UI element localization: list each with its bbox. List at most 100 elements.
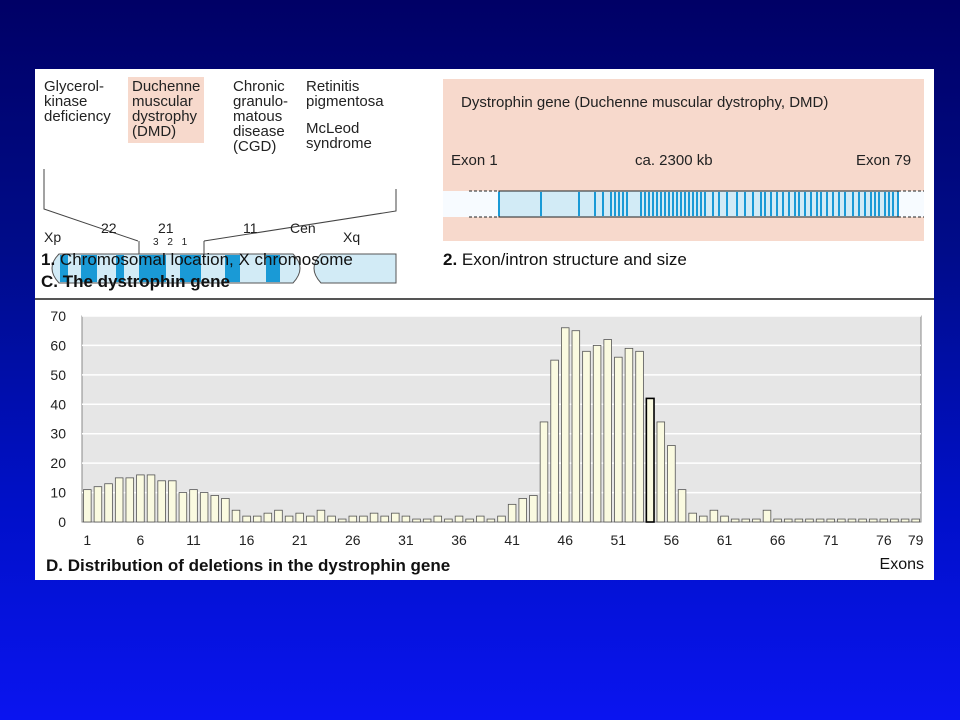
- bar-exon-25: [337, 518, 347, 523]
- bar-exon-13: [210, 495, 219, 523]
- bar-exon-73: [847, 518, 857, 523]
- region-mcleod: McLeod syndrome: [306, 120, 372, 152]
- bar-exon-65: [762, 509, 772, 523]
- x-tick-label: 71: [823, 532, 839, 548]
- bar-exon-5: [125, 477, 135, 523]
- bar-exon-24: [327, 515, 336, 523]
- bar-exon-64: [752, 518, 761, 523]
- bar-exon-19: [274, 509, 283, 523]
- bar-exon-48: [582, 350, 591, 523]
- x-tick-label: 1: [83, 532, 91, 548]
- chromosome-panel-label: 1. Chromosomal location, X chromosome: [41, 250, 353, 269]
- bar-exon-68: [794, 518, 804, 523]
- x-tick-label: 11: [186, 532, 201, 548]
- dystrophin-gene-section: Glycerol- kinase deficiency Duchenne mus…: [35, 69, 934, 298]
- plot-area: [81, 315, 922, 523]
- bar-exon-26: [348, 515, 358, 523]
- exon-lines: [498, 192, 899, 216]
- bar-exon-57: [677, 489, 687, 523]
- bar-exon-10: [178, 492, 188, 523]
- bar-exon-56: [667, 445, 676, 523]
- bar-exon-61: [720, 515, 729, 523]
- x-tick-label: 26: [345, 532, 361, 548]
- region-retinitis: Retinitis pigmentosa: [306, 78, 384, 110]
- bar-exon-23: [316, 509, 326, 523]
- bar-exon-69: [805, 518, 814, 523]
- y-tick-label: 20: [50, 455, 66, 471]
- bar-exon-45: [550, 359, 559, 523]
- region-dmd: Duchenne muscular dystrophy (DMD): [128, 77, 205, 143]
- y-tick-label: 70: [50, 308, 66, 324]
- bar-exon-62: [730, 518, 740, 523]
- bar-exon-14: [221, 498, 230, 523]
- bar-exon-76: [879, 518, 889, 523]
- band-p21-2: [139, 255, 166, 282]
- bar-exon-55: [656, 421, 666, 523]
- y-tick-label: 40: [50, 396, 66, 412]
- bar-exon-71: [826, 518, 835, 523]
- x-tick-label: 41: [504, 532, 520, 548]
- exon-start-label: Exon 1: [451, 152, 498, 169]
- bar-exon-53: [635, 350, 644, 523]
- bar-exon-18: [263, 512, 273, 523]
- y-tick-label: 0: [58, 514, 66, 530]
- bar-exon-40: [497, 515, 506, 523]
- band-p11-4: [225, 255, 240, 282]
- region-glycerol-kinase: Glycerol- kinase deficiency: [44, 78, 111, 125]
- bar-exon-38: [476, 515, 485, 523]
- section-c-label: C. The dystrophin gene: [41, 272, 230, 291]
- bar-exon-75: [868, 518, 878, 523]
- bar-exon-1: [83, 489, 92, 523]
- bar-exon-11: [189, 489, 198, 523]
- bar-exon-6: [136, 474, 145, 523]
- x-tick-label: 61: [717, 532, 733, 548]
- bar-exon-33: [422, 518, 432, 523]
- x-tick-label: 56: [664, 532, 680, 548]
- x-axis-label: Exons: [879, 556, 924, 573]
- figure-panel: Glycerol- kinase deficiency Duchenne mus…: [35, 69, 934, 580]
- band-p11-2: [266, 255, 280, 282]
- x-tick-label: 16: [239, 532, 255, 548]
- bar-exon-30: [391, 512, 400, 523]
- bar-exon-7: [146, 474, 156, 523]
- bar-exon-49: [592, 345, 602, 523]
- x-tick-label: 31: [398, 532, 414, 548]
- bar-exon-50: [603, 339, 612, 523]
- bar-exon-15: [231, 509, 241, 523]
- bar-exon-39: [486, 518, 496, 523]
- bar-exon-36: [454, 515, 464, 523]
- region-cgd: Chronic granulo- matous disease (CGD): [233, 78, 289, 155]
- bar-exon-66: [773, 518, 782, 523]
- bar-exon-28: [369, 512, 379, 523]
- bar-exon-63: [741, 518, 750, 523]
- bar-exon-20: [284, 515, 294, 523]
- bar-exon-42: [518, 498, 527, 523]
- bar-exon-74: [858, 518, 867, 523]
- bar-exon-21: [295, 512, 304, 523]
- x-tick-label: 21: [292, 532, 308, 548]
- bar-exon-27: [359, 515, 368, 523]
- label-band-11: 11: [243, 220, 258, 236]
- label-xq: Xq: [343, 229, 361, 245]
- bar-exon-4: [114, 477, 124, 523]
- exon-intron-diagram: [443, 190, 924, 218]
- bar-exon-52: [624, 347, 634, 523]
- bar-exon-79: [911, 518, 920, 523]
- bar-exon-60: [709, 509, 719, 523]
- exon-panel-label: 2. Exon/intron structure and size: [443, 250, 687, 269]
- bar-exon-9: [168, 480, 177, 523]
- bar-exon-54: [645, 397, 655, 523]
- band-p22-3: [60, 255, 68, 282]
- y-tick-label: 60: [50, 337, 66, 353]
- y-tick-label: 50: [50, 367, 66, 383]
- bar-exon-29: [380, 515, 389, 523]
- band-p21-3: [116, 255, 124, 282]
- bar-exon-22: [306, 515, 315, 523]
- bar-exon-31: [401, 515, 411, 523]
- bar-exon-46: [561, 327, 570, 523]
- connector-retinitis: [203, 189, 397, 242]
- band-p22-1: [81, 255, 97, 282]
- bar-exon-58: [688, 512, 697, 523]
- bar-exon-3: [104, 483, 113, 523]
